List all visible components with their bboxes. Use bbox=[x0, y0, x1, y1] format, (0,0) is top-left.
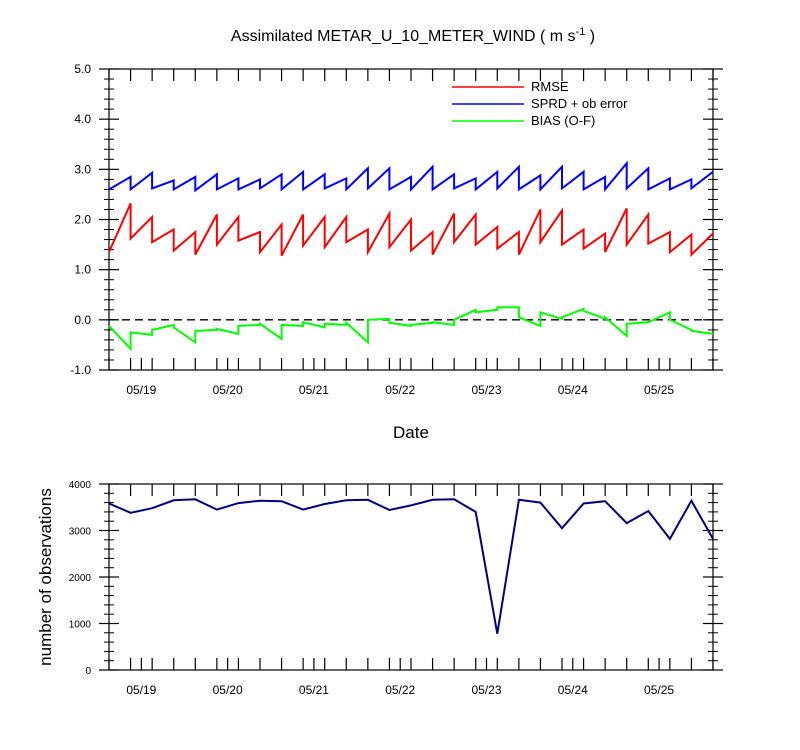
top-legend: RMSE SPRD + ob error BIAS (O-F) bbox=[452, 79, 628, 128]
bottom-chart: 05/19 05/20 05/21 05/22 05/23 05/24 05/25 0 1000… bbox=[36, 480, 723, 697]
bottom-plot-frame bbox=[108, 483, 714, 671]
legend-label-bias-o-f: BIAS (O-F) bbox=[531, 113, 595, 128]
y-tick-label-2000: 2000 bbox=[69, 573, 92, 584]
y-tick-label-4000: 4000 bbox=[69, 480, 92, 491]
x-tick-label-05-24: 05/24 bbox=[558, 683, 588, 697]
bottom-ticks: 05/19 05/20 05/21 05/22 05/23 05/24 05/25 0 1000… bbox=[69, 480, 723, 697]
series-line-bias-o-f bbox=[108, 306, 714, 352]
y-tick-label-3-0: 3.0 bbox=[74, 162, 91, 176]
y-tick-label-1-0: 1.0 bbox=[74, 263, 91, 277]
x-axis-title: Date bbox=[393, 423, 429, 442]
legend-label-sprd-ob-error: SPRD + ob error bbox=[531, 96, 628, 111]
series-line-sprd-ob-error bbox=[108, 160, 714, 193]
top-ticks: 05/19 05/20 05/21 05/22 05/23 05/24 05/25 -1.0 0… bbox=[70, 62, 723, 397]
x-tick-label-05-21: 05/21 bbox=[299, 383, 329, 397]
x-tick-label-05-22: 05/22 bbox=[385, 683, 415, 697]
x-tick-label-05-23: 05/23 bbox=[471, 683, 501, 697]
x-tick-label-05-23: 05/23 bbox=[471, 383, 501, 397]
top-series-group bbox=[108, 160, 714, 352]
bottom-series-group bbox=[108, 498, 714, 634]
chart-title: Assimilated METAR_U_10_METER_WIND ( m s-… bbox=[231, 26, 595, 45]
series-line-number-of-observations bbox=[108, 498, 714, 634]
x-tick-label-05-25: 05/25 bbox=[644, 383, 674, 397]
x-tick-label-05-20: 05/20 bbox=[213, 683, 243, 697]
x-tick-label-05-24: 05/24 bbox=[558, 383, 588, 397]
y-axis-title: number of observations bbox=[36, 488, 55, 666]
x-tick-label-05-19: 05/19 bbox=[126, 683, 156, 697]
y-tick-label-4-0: 4.0 bbox=[74, 112, 91, 126]
y-tick-label-1-0: -1.0 bbox=[70, 363, 91, 377]
y-tick-label-5-0: 5.0 bbox=[74, 62, 91, 76]
x-tick-label-05-22: 05/22 bbox=[385, 383, 415, 397]
x-tick-label-05-25: 05/25 bbox=[644, 683, 674, 697]
legend-label-rmse: RMSE bbox=[531, 79, 569, 94]
top-chart: Assimilated METAR_U_10_METER_WIND ( m s-… bbox=[70, 26, 723, 442]
x-tick-label-05-20: 05/20 bbox=[213, 383, 243, 397]
series-line-rmse bbox=[108, 202, 714, 257]
y-tick-label-0: 0 bbox=[85, 666, 91, 677]
x-tick-label-05-19: 05/19 bbox=[126, 383, 156, 397]
x-tick-label-05-21: 05/21 bbox=[299, 683, 329, 697]
y-tick-label-3000: 3000 bbox=[69, 527, 92, 538]
y-tick-label-0-0: 0.0 bbox=[74, 313, 91, 327]
y-tick-label-2-0: 2.0 bbox=[74, 213, 91, 227]
y-tick-label-1000: 1000 bbox=[69, 620, 92, 631]
